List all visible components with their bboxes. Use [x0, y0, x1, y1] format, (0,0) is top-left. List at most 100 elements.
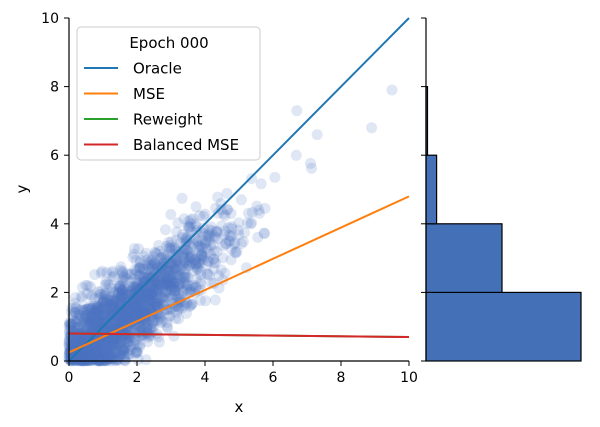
scatter-point: [195, 250, 207, 261]
scatter-point: [106, 286, 118, 298]
scatter-point: [179, 300, 190, 312]
scatter-point: [98, 348, 110, 360]
scatter-point: [112, 309, 124, 321]
legend-label: MSE: [133, 85, 165, 103]
scatter-point: [117, 307, 129, 319]
scatter-point: [98, 336, 110, 348]
scatter-point: [255, 178, 267, 190]
scatter-point: [114, 306, 126, 318]
y-tick-label: 10: [41, 11, 59, 27]
scatter-point: [163, 279, 175, 291]
scatter-point: [78, 320, 90, 332]
scatter-point: [91, 348, 102, 360]
scatter-point: [81, 287, 93, 299]
scatter-point: [110, 354, 122, 366]
scatter-point: [122, 306, 134, 318]
scatter-point: [105, 302, 117, 314]
scatter-point: [171, 306, 183, 318]
scatter-point: [68, 354, 80, 366]
scatter-point: [179, 271, 191, 283]
scatter-point: [76, 315, 88, 327]
scatter-point: [177, 248, 189, 260]
scatter-point: [150, 298, 162, 310]
scatter-point: [123, 305, 135, 316]
scatter-point: [76, 346, 88, 358]
scatter-point: [142, 262, 154, 274]
scatter-point: [162, 274, 174, 286]
scatter-point: [156, 315, 168, 327]
scatter-point: [175, 278, 187, 290]
scatter-point: [143, 292, 155, 304]
scatter-point: [150, 285, 162, 297]
scatter-point: [80, 348, 92, 360]
scatter-point: [149, 275, 161, 287]
scatter-point: [92, 349, 104, 361]
scatter-point: [173, 302, 185, 314]
scatter-point: [190, 273, 202, 285]
scatter-point: [108, 333, 120, 345]
scatter-point: [169, 285, 181, 297]
scatter-point: [199, 238, 211, 250]
scatter-point: [153, 283, 165, 295]
scatter-point: [114, 354, 126, 366]
scatter-point: [269, 171, 281, 183]
scatter-point: [89, 320, 101, 332]
scatter-point: [132, 354, 144, 366]
scatter-point: [205, 221, 217, 233]
scatter-point: [74, 353, 86, 365]
scatter-point: [186, 298, 198, 310]
scatter-point: [163, 275, 174, 287]
scatter-point: [67, 354, 79, 366]
scatter-point: [76, 292, 88, 304]
scatter-point: [141, 287, 153, 298]
scatter-point: [104, 321, 116, 333]
scatter-point: [130, 301, 142, 313]
scatter-point: [105, 304, 117, 315]
scatter-point: [162, 322, 173, 334]
scatter-point: [81, 329, 93, 341]
scatter-point: [149, 277, 161, 289]
scatter-point: [150, 247, 162, 259]
scatter-point: [185, 214, 197, 226]
scatter-point: [198, 254, 210, 266]
scatter-point: [76, 346, 88, 358]
scatter-point: [148, 315, 160, 327]
scatter-point: [85, 321, 97, 333]
scatter-point: [137, 290, 149, 302]
scatter-point: [130, 307, 142, 319]
scatter-point: [150, 297, 162, 309]
scatter-point: [96, 288, 108, 300]
scatter-point: [103, 349, 115, 361]
scatter-point: [125, 301, 137, 313]
scatter-point: [140, 321, 152, 333]
scatter-point: [117, 343, 128, 354]
scatter-point: [130, 291, 142, 303]
scatter-point: [173, 303, 184, 315]
scatter-point: [190, 258, 202, 270]
scatter-point: [73, 354, 85, 366]
scatter-point: [134, 338, 146, 350]
scatter-point: [115, 345, 127, 357]
scatter-point: [139, 306, 150, 318]
scatter-point: [201, 230, 213, 242]
scatter-point: [119, 338, 131, 350]
scatter-point: [105, 290, 117, 302]
scatter-point: [170, 244, 182, 256]
scatter-point: [88, 310, 100, 322]
scatter-point: [165, 291, 177, 303]
scatter-point: [91, 354, 103, 366]
scatter-point: [190, 258, 202, 270]
scatter-point: [118, 281, 130, 293]
scatter-point: [78, 354, 90, 366]
scatter-point: [181, 244, 193, 256]
scatter-point: [114, 315, 125, 327]
scatter-point: [129, 286, 141, 298]
scatter-point: [151, 315, 163, 327]
scatter-point: [143, 324, 155, 336]
scatter-point: [103, 298, 115, 310]
scatter-point: [88, 348, 100, 360]
scatter-point: [99, 309, 110, 321]
scatter-point: [70, 350, 82, 362]
scatter-point: [133, 300, 145, 312]
scatter-point: [157, 248, 169, 260]
